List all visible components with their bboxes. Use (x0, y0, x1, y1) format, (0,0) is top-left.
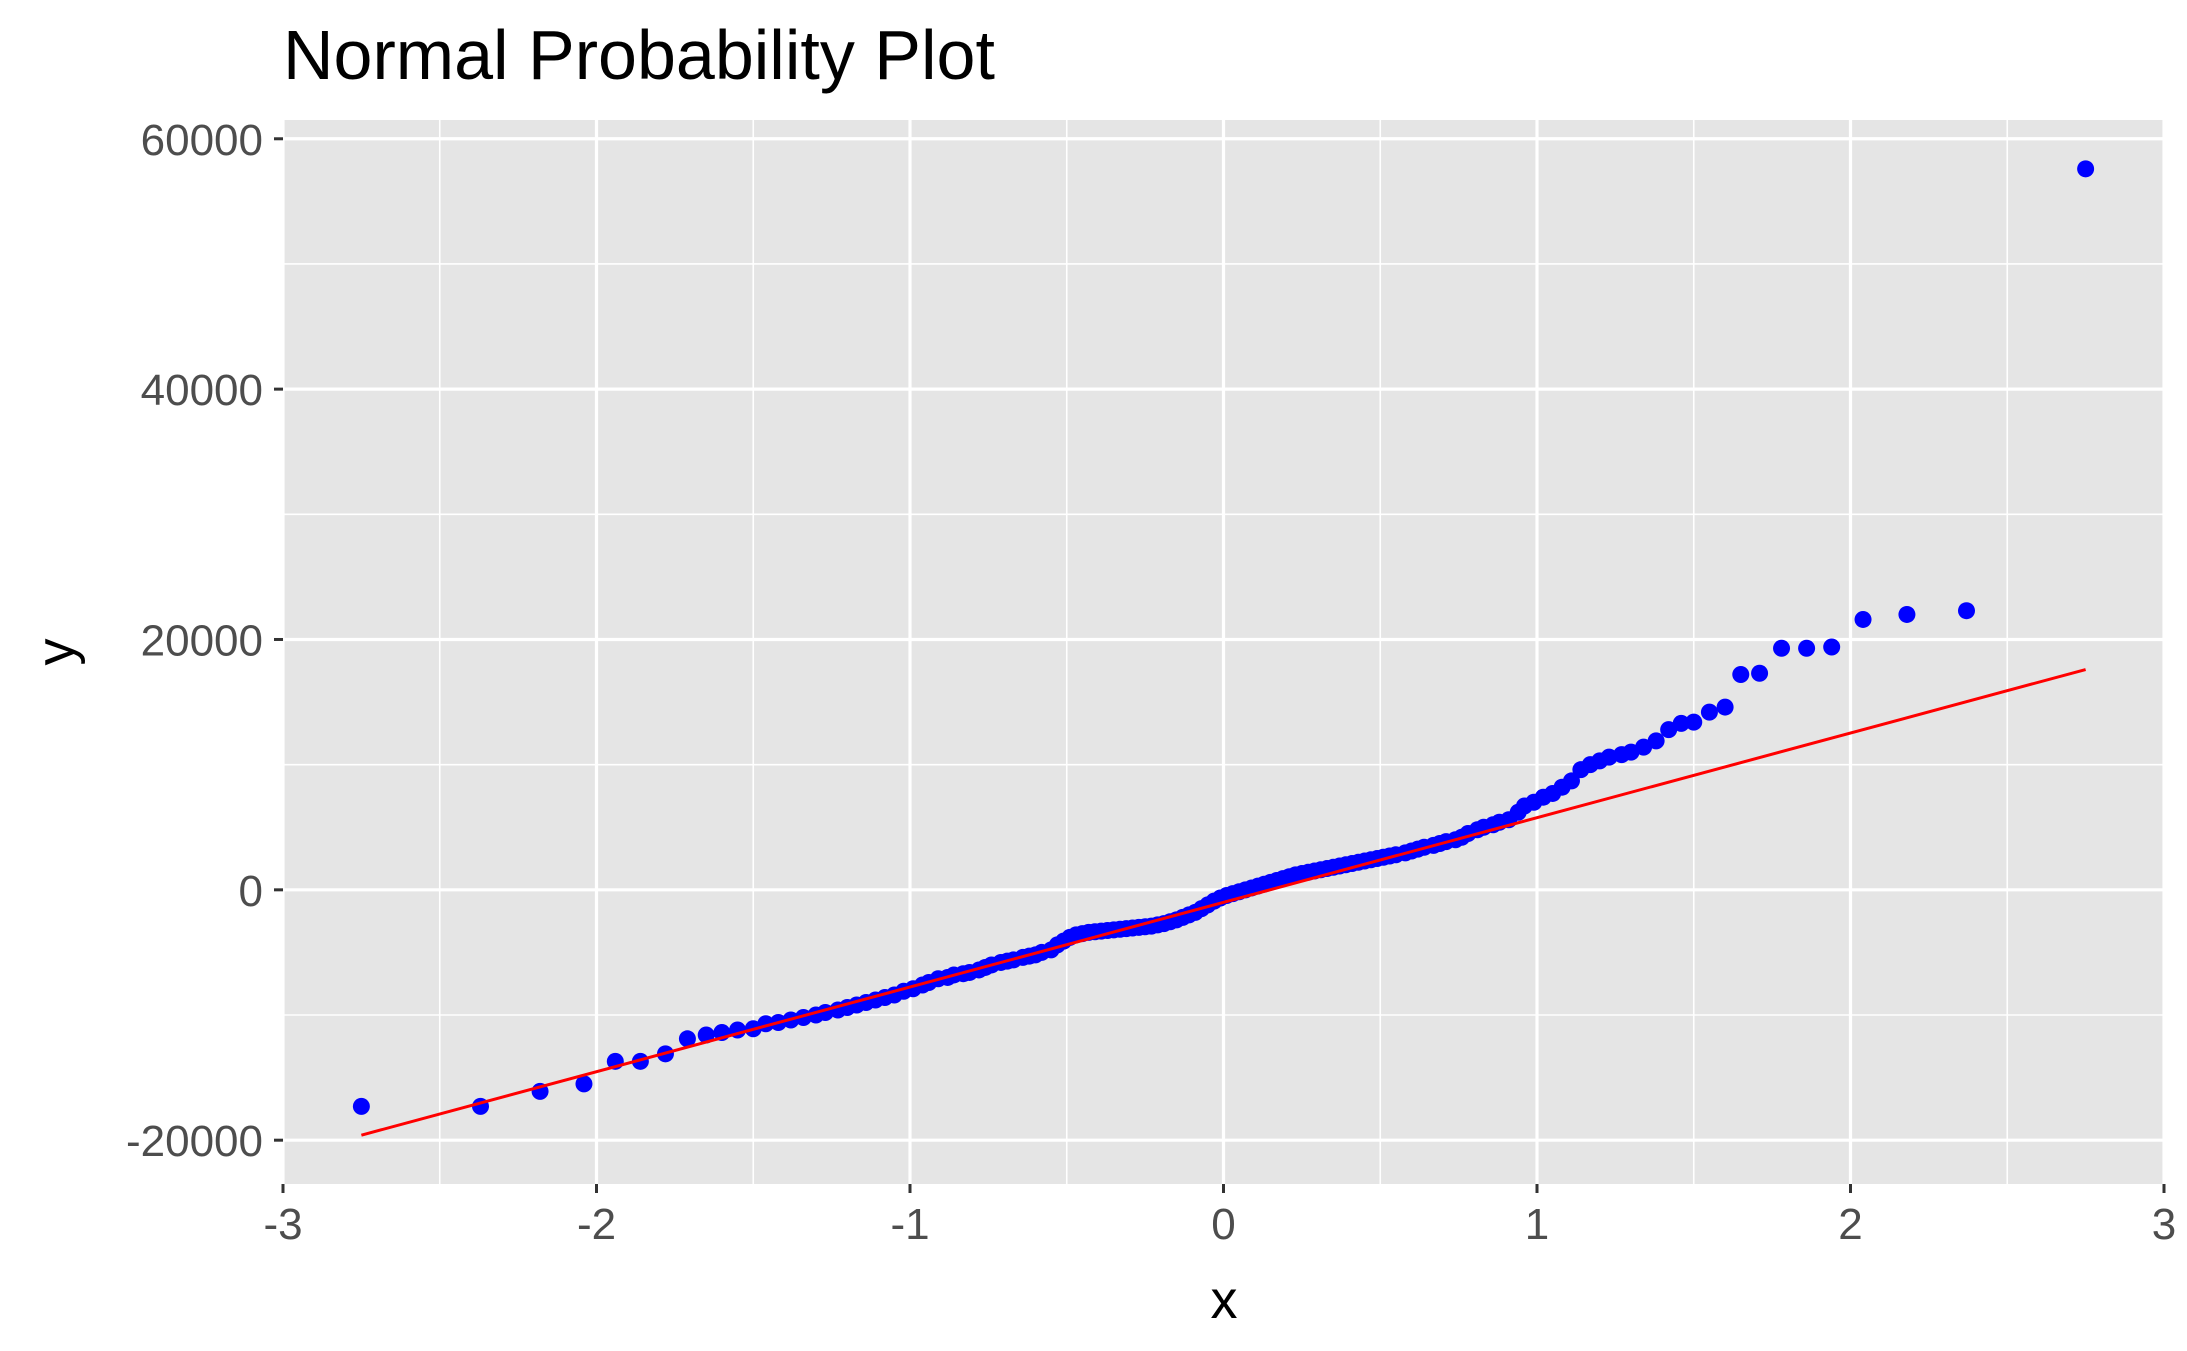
reference-line-layer (360, 668, 2087, 1137)
data-point (1716, 698, 1734, 716)
y-tick-label: 0 (239, 867, 263, 916)
data-point (1957, 602, 1975, 620)
x-tick-label: 1 (1525, 1200, 1549, 1249)
reference-line (360, 668, 2087, 1137)
data-point (1854, 610, 1872, 628)
x-tick-label: 3 (2152, 1200, 2176, 1249)
y-tick-label: 40000 (141, 366, 263, 415)
data-point (1700, 703, 1718, 721)
y-axis-label: y (26, 639, 86, 666)
x-tick-label: -3 (263, 1200, 302, 1249)
y-tick-label: 60000 (141, 116, 263, 165)
data-point (1635, 738, 1653, 756)
x-tick-label: 0 (1211, 1200, 1235, 1249)
chart-title: Normal Probability Plot (283, 16, 995, 94)
data-point (1685, 713, 1703, 731)
y-tick-label: -20000 (126, 1117, 263, 1166)
data-point (575, 1075, 593, 1093)
data-point (1823, 638, 1841, 656)
x-tick-label: -1 (890, 1200, 929, 1249)
data-point (1798, 639, 1816, 657)
y-tick-label: 20000 (141, 616, 263, 665)
data-point (678, 1030, 696, 1048)
y-axis-tick-labels: -20000 0 20000 40000 60000 (126, 116, 263, 1166)
data-point (1647, 732, 1665, 750)
x-tick-label: 2 (1838, 1200, 1862, 1249)
axis-ticks (274, 137, 2166, 1193)
x-axis-label: x (1211, 1270, 1238, 1330)
data-point (1562, 772, 1580, 790)
data-point (2077, 160, 2095, 178)
data-point (1660, 721, 1678, 739)
data-point (1732, 666, 1750, 684)
data-point (352, 1097, 370, 1115)
data-point (1751, 664, 1769, 682)
data-point (697, 1026, 715, 1044)
data-point (1672, 714, 1690, 732)
data-point (1773, 639, 1791, 657)
x-axis-tick-labels: -3 -2 -1 0 1 2 3 (263, 1200, 2176, 1249)
data-point (1898, 605, 1916, 623)
x-tick-label: -2 (577, 1200, 616, 1249)
